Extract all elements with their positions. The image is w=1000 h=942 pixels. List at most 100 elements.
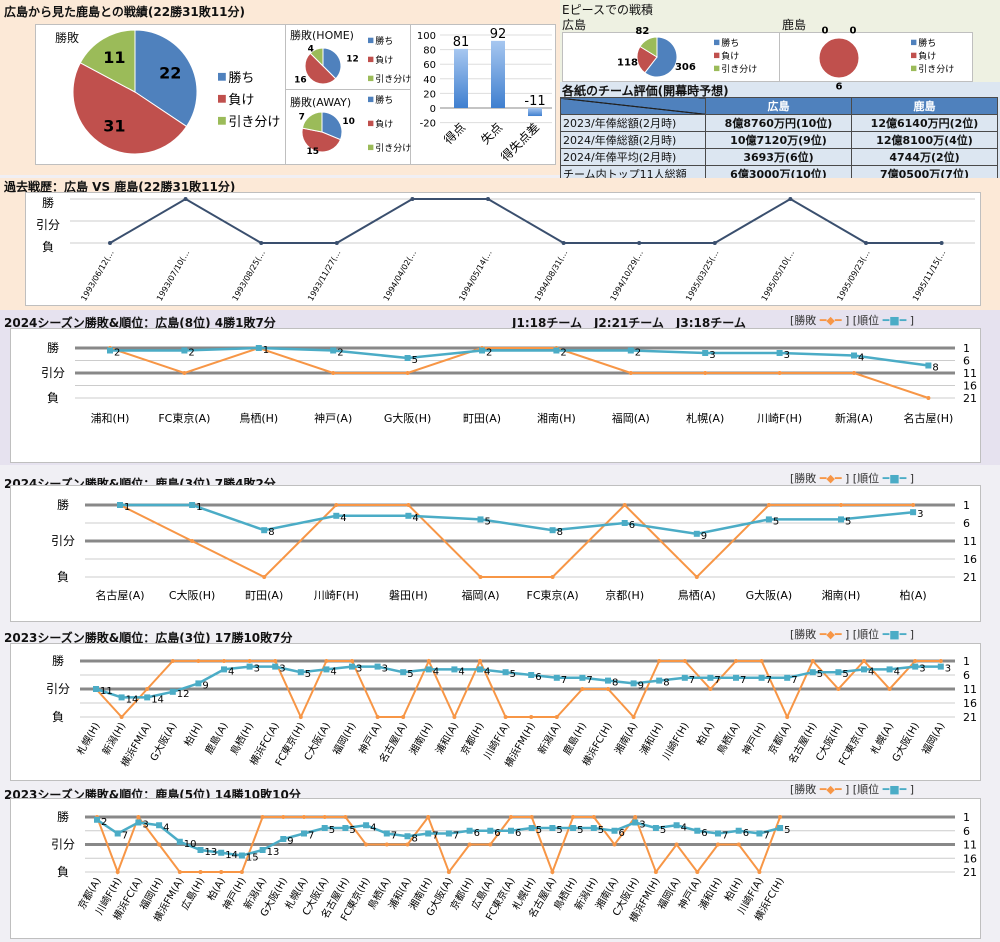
x-category-label: 浦和(H) — [91, 412, 130, 425]
result-marker — [119, 715, 124, 719]
pie-slice — [644, 36, 678, 78]
rank-marker — [937, 663, 944, 670]
x-category-label: 町田(A) — [245, 589, 283, 602]
rank-marker — [342, 825, 349, 831]
x-category-label: 1993/06/12(… — [79, 249, 115, 303]
x-category-label: 柏(H) — [721, 875, 745, 904]
table-row: 2024/年俸平均(2月時) 3693万(6位) 4744万(2位) — [560, 148, 998, 166]
rank-value-label: 4 — [228, 666, 234, 677]
legend-label: 勝ち — [375, 35, 393, 47]
legend-label: 負け — [721, 50, 739, 62]
result-line — [109, 197, 942, 244]
x-category-label: 神戸(A) — [314, 411, 352, 425]
rank-line — [96, 818, 781, 857]
rank-value-label: 14 — [126, 694, 139, 705]
result-marker — [467, 842, 472, 847]
rank-marker — [477, 516, 484, 523]
rank-value-label: 9 — [638, 680, 644, 691]
x-category-label: 鹿島(H) — [560, 720, 589, 757]
result-marker — [939, 241, 944, 245]
result-marker — [571, 815, 576, 819]
rank-value-label: 4 — [458, 666, 464, 677]
result-marker — [190, 539, 195, 543]
legend-label: 引き分け — [375, 74, 411, 85]
pie-home-title: 勝敗(HOME) — [290, 29, 354, 42]
result-axis-label: 勝 — [47, 340, 59, 355]
result-marker — [322, 815, 327, 819]
legend-label: 負け — [375, 118, 393, 130]
rank-value-label: 3 — [945, 664, 951, 675]
result-marker — [938, 659, 943, 663]
rank-value-label: 8 — [268, 527, 274, 538]
result-marker — [108, 241, 112, 245]
x-category-label: 名古屋(A) — [95, 588, 144, 602]
result-marker — [503, 715, 508, 719]
x-category-label: 札幌(A) — [686, 411, 724, 425]
result-marker — [839, 503, 843, 507]
result-axis-label: 勝 — [57, 809, 69, 824]
rank-tick-label: 11 — [963, 683, 977, 696]
rank-marker — [117, 502, 123, 508]
rank-value-label: 7 — [432, 831, 438, 842]
rank-value-label: 5 — [784, 825, 790, 836]
result-marker — [219, 870, 224, 874]
rank-value-label: 7 — [766, 675, 772, 686]
result-marker — [239, 870, 244, 874]
pie-slice — [322, 47, 342, 80]
rank-marker — [107, 347, 113, 354]
x-category-label: 失点 — [478, 120, 506, 148]
header-kashima: 鹿島 — [851, 97, 998, 115]
s2023k-chart-box — [10, 798, 981, 939]
x-category-label: 福岡(A) — [919, 720, 948, 757]
x-category-label: 神戸(H) — [739, 720, 768, 757]
y-tick-label: -20 — [420, 119, 436, 130]
rank-value-label: 9 — [287, 836, 293, 847]
x-category-label: 川崎F(H) — [757, 411, 802, 425]
result-marker — [478, 575, 483, 579]
result-marker — [862, 659, 866, 663]
rank-value-label: 7 — [722, 831, 728, 842]
rank-value-label: 2 — [101, 817, 107, 828]
rank-value-label: 8 — [612, 678, 618, 689]
rank-value-label: 5 — [577, 825, 583, 836]
epiece-kashima-box — [779, 32, 973, 82]
rank-marker — [466, 827, 473, 834]
pie-slice — [301, 127, 342, 153]
summary-title: 広島から見た鹿島との戦績(22勝31敗11分) — [4, 5, 245, 19]
result-marker — [198, 870, 203, 874]
series-legend: [勝敗 ━◆━ ] [順位 ━■━ ] — [790, 472, 915, 485]
season-2024-kashima: 2024シーズン勝敗&順位：鹿島(3位) 7勝4敗2分 [勝敗 ━◆━ ] [順… — [0, 465, 1000, 628]
rank-value-label: 10 — [184, 839, 197, 850]
rank-marker — [259, 847, 266, 853]
rank-value-label: 6 — [701, 828, 707, 839]
cell-hiroshima: 3693万(6位) — [705, 148, 852, 166]
rank-value-label: 8 — [932, 363, 938, 374]
result-marker — [836, 687, 841, 691]
rank-marker — [656, 677, 663, 684]
result-marker — [926, 396, 931, 400]
x-category-label: 湘南(H) — [822, 588, 861, 602]
rank-value-label: 6 — [619, 828, 625, 839]
series-legend: [勝敗 ━◆━ ] [順位 ━■━ ] — [790, 314, 915, 327]
rank-tick-label: 6 — [963, 355, 970, 368]
rank-marker — [451, 666, 458, 673]
result-marker — [757, 870, 762, 874]
pie-all-title: 勝敗 — [55, 31, 80, 45]
x-category-label: 鳥栖(H) — [227, 720, 256, 757]
result-marker — [716, 842, 720, 847]
result-axis-label: 引分 — [46, 682, 70, 696]
rank-value-label: 2 — [114, 348, 120, 359]
rank-tick-label: 21 — [963, 392, 977, 405]
result-marker — [777, 371, 782, 375]
pie-value-label: 7 — [299, 113, 305, 123]
rank-tick-label: 11 — [963, 367, 977, 380]
rank-marker — [590, 825, 597, 831]
legend-swatch — [714, 52, 720, 59]
result-marker — [682, 659, 687, 663]
rank-value-label: 6 — [474, 828, 480, 839]
x-category-label: 柏(H) — [181, 720, 205, 749]
rank-marker — [630, 680, 637, 687]
rank-marker — [272, 663, 279, 670]
history-title: 過去戦歴：広島 VS 鹿島(22勝31敗11分) — [4, 180, 236, 194]
rank-marker — [715, 830, 721, 837]
